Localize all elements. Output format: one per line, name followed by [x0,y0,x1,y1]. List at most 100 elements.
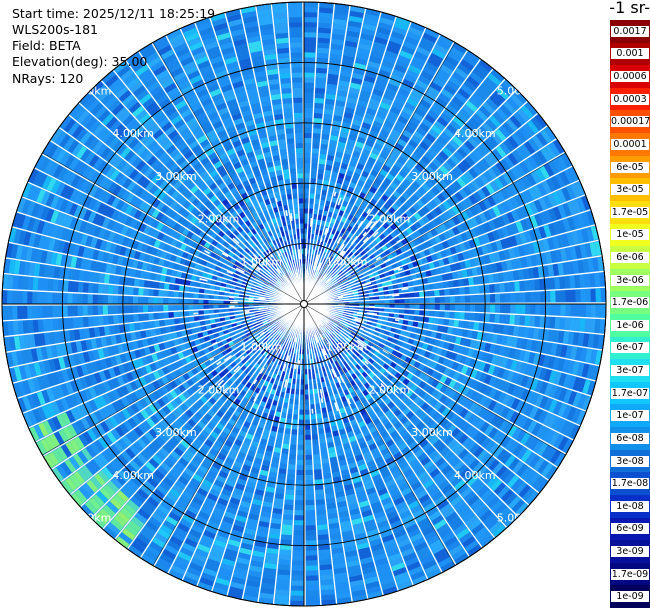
ppi-gate [369,186,378,194]
ppi-gate [358,43,372,51]
ppi-gate [485,304,491,313]
ppi-gate [347,276,354,281]
ppi-gate [401,191,410,200]
ppi-gate [350,155,359,163]
ppi-gate [348,260,355,266]
ppi-gate [329,58,341,66]
ppi-gate [472,149,483,161]
ppi-gate [372,165,381,173]
ppi-gate [421,233,430,242]
ppi-gate [316,52,329,59]
ppi-gate [323,247,329,254]
ppi-gate [305,439,312,445]
ppi-gate [296,469,304,476]
ppi-gate [495,293,501,303]
ppi-gate [370,169,379,178]
ppi-gate [359,277,365,282]
ppi-gate [449,311,455,319]
ppi-gate [357,233,365,240]
ppi-gate [363,144,373,152]
ppi-gate [320,274,325,280]
ppi-gate [422,94,435,105]
ppi-gate [581,212,591,227]
ppi-gate [330,263,336,269]
ppi-gate [316,183,322,190]
ppi-gate [510,209,520,222]
ppi-gate [304,142,312,149]
ppi-gate [305,565,318,571]
ppi-gate [358,215,366,223]
ppi-gate [420,70,434,81]
ppi-gate [449,263,457,272]
ppi-gate [337,262,343,269]
ppi-gate [347,266,353,272]
ppi-gate [350,254,356,260]
ppi-gate [304,137,312,144]
ppi-gate [360,222,367,230]
ppi-gate [382,237,390,245]
ppi-gate [514,234,523,246]
ppi-gate [392,284,399,290]
ppi-gate [294,515,304,521]
ppi-gate [498,125,511,138]
ppi-gate [425,240,433,248]
ppi-gate [420,242,428,250]
ppi-gate [419,99,432,109]
ppi-gate [446,124,458,135]
ppi-gate [396,207,405,216]
ppi-gate [399,309,405,314]
ppi-gate [460,84,474,96]
ppi-gate [565,290,571,303]
ppi-gate [304,12,318,18]
ppi-gate [559,171,570,186]
ppi-gate [507,153,519,166]
ppi-gate [306,585,319,591]
ppi-gate [384,160,394,169]
ppi-gate [312,439,319,445]
ppi-gate [318,32,331,39]
ppi-gate [374,116,385,125]
ppi-gate [395,120,406,129]
ppi-gate [412,203,421,212]
ppi-gate [490,294,496,303]
ppi-gate [361,148,371,157]
ppi-gate [409,298,415,304]
ppi-gate [429,297,435,304]
ppi-gate [420,271,427,278]
ppi-gate [326,83,337,90]
ppi-gate [292,565,304,571]
ppi-gate [499,104,513,118]
ppi-gate [392,101,404,111]
ppi-gate [444,311,450,319]
ppi-gate [413,84,426,94]
ppi-gate [428,317,435,324]
ppi-gate [443,230,451,240]
ppi-gate [398,195,407,204]
ppi-gate [547,193,557,207]
ppi-gate [304,208,309,214]
ppi-gate [507,136,519,149]
ppi-gate [360,243,368,250]
ppi-gate [404,161,414,171]
ppi-gate [469,304,476,312]
ppi-gate [378,69,391,78]
ppi-gate [277,569,290,576]
ppi-gate [501,226,510,238]
ppi-gate [410,153,421,163]
ray-gap [303,49,469,305]
ppi-gate [277,473,287,480]
ppi-gate [326,254,332,261]
ppi-gate [311,153,319,159]
ppi-gate [452,71,466,83]
ppi-gate [547,237,555,250]
ppi-gate [464,295,471,303]
ppi-gate [379,304,385,308]
ppi-gate [353,223,360,231]
ppi-gate [310,168,318,174]
ppi-gate [327,190,334,197]
ppi-gate [357,240,365,247]
ppi-gate [500,238,508,250]
ppi-gate [280,458,288,465]
ppi-gate [511,150,523,163]
ppi-gate [474,313,480,322]
